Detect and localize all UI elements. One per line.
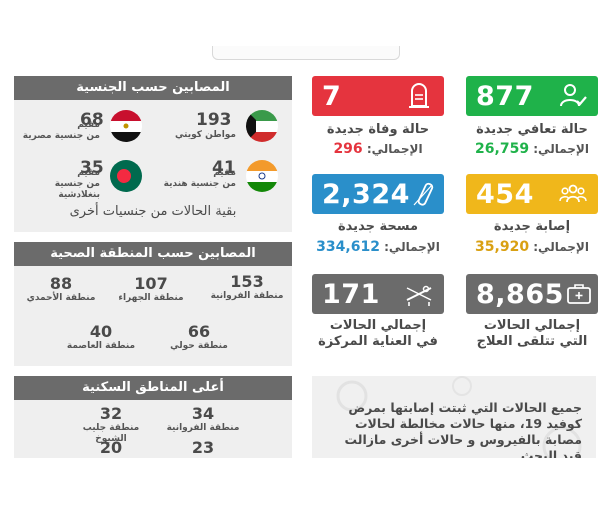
region-ahmadi: 88 منطقة الأحمدي — [16, 274, 106, 304]
deaths-total-label: الإجمالي: — [366, 142, 423, 156]
region-hawalli: 66 منطقة حولي — [154, 322, 244, 352]
region-farwaniya-value: 153 — [230, 272, 264, 291]
icu-value: 171 — [322, 278, 380, 310]
icu-caption-line2: في العناية المركزة — [318, 334, 438, 349]
recovered-caption: حالة تعافي جديدة — [476, 122, 588, 137]
new-cases-value: 454 — [476, 178, 534, 210]
under-treatment-caption: إجمالي الحالات التي تتلقى العلاج — [466, 318, 598, 350]
recovered-total-value: 26,759 — [475, 141, 530, 157]
under-treatment-card: 8,865 — [466, 274, 598, 314]
residential-jleeb-label: منطقة جليب الشيوخ — [82, 423, 140, 444]
new-cases-card: 454 — [466, 174, 598, 214]
kuwait-label: مواطن كويتي — [174, 130, 236, 140]
region-farwaniya: 153 منطقة الفروانية — [202, 272, 292, 302]
deaths-card: 7 — [312, 76, 444, 116]
icu-caption-line1: إجمالي الحالات — [329, 318, 427, 333]
residential-farwaniya-value: 34 — [191, 404, 215, 423]
new-cases-total-label: الإجمالي: — [533, 240, 589, 254]
under-treatment-caption-line1: إجمالي الحالات — [483, 318, 581, 333]
india-label-line1: مقيم — [213, 168, 236, 178]
notice-box: جميع الحالات التي ثبتت إصابتها بمرض كوفي… — [312, 376, 596, 458]
deaths-total-value: 296 — [333, 141, 363, 157]
new-cases-total: الإجمالي: 35,920 — [462, 239, 602, 255]
region-hawalli-label: منطقة حولي — [170, 341, 228, 351]
bangladesh-flag-icon — [110, 160, 142, 192]
residential-jleeb: 32 منطقة جليب الشيوخ — [66, 404, 156, 445]
region-jahra: 107 منطقة الجهراء — [106, 274, 196, 304]
region-hawalli-value: 66 — [187, 322, 211, 341]
top-tab — [212, 46, 400, 60]
region-jahra-value: 107 — [134, 274, 168, 293]
recovered-total: الإجمالي: 26,759 — [462, 141, 602, 157]
residential-farwaniya-label: منطقة الفروانية — [166, 423, 240, 433]
india-label-line2: من جنسية هندية — [163, 179, 236, 189]
residential-item-3: 23 — [158, 438, 248, 457]
swabs-total: الإجمالي: 334,612 — [308, 239, 448, 255]
new-cases-caption: إصابة جديدة — [493, 219, 571, 234]
region-farwaniya-label: منطقة الفروانية — [210, 291, 284, 301]
hospital-bed-icon — [404, 279, 434, 309]
india-value: 41 — [212, 158, 236, 178]
health-region-title: المصابين حسب المنطقة الصحية — [14, 242, 292, 266]
others-note: بقية الحالات من جنسيات أخرى — [69, 204, 237, 219]
under-treatment-caption-line2: التي تتلقى العلاج — [476, 334, 588, 349]
medicine-case-icon — [564, 279, 594, 309]
deaths-total: الإجمالي: 296 — [308, 141, 448, 157]
egypt-label: مقيم من جنسية مصرية — [20, 120, 100, 142]
region-capital-value: 40 — [89, 322, 113, 341]
residential-item-4: 20 — [66, 438, 156, 457]
residential-item-4-value: 20 — [99, 438, 123, 457]
nationality-title: المصابين حسب الجنسية — [14, 76, 292, 100]
bangladesh-label-line2: من جنسية بنغلادشية — [54, 179, 100, 200]
icu-caption: إجمالي الحالات في العناية المركزة — [312, 318, 444, 350]
bangladesh-label-line1: مقيم — [77, 168, 100, 178]
residential-panel: أعلى المناطق السكنية 34 منطقة الفروانية … — [14, 376, 292, 458]
new-cases-total-value: 35,920 — [475, 239, 530, 255]
swab-test-tube-icon — [410, 179, 440, 209]
egypt-label-line1: مقيم — [77, 120, 100, 130]
swabs-caption: مسحة جديدة — [338, 219, 418, 234]
residential-farwaniya: 34 منطقة الفروانية — [158, 404, 248, 434]
recovered-person-check-icon — [558, 81, 588, 111]
virus-pattern-icon — [336, 376, 582, 458]
nationality-panel: المصابين حسب الجنسية 193 مواطن كويتي 68 … — [14, 76, 292, 232]
kuwait-value: 193 — [196, 110, 232, 130]
icu-card: 171 — [312, 274, 444, 314]
egypt-value: 68 — [80, 110, 104, 130]
region-capital-label: منطقة العاصمة — [66, 341, 136, 351]
region-ahmadi-value: 88 — [49, 274, 73, 293]
residential-item-3-value: 23 — [191, 438, 215, 457]
india-flag-icon — [246, 160, 278, 192]
bangladesh-value: 35 — [80, 158, 104, 178]
region-jahra-label: منطقة الجهراء — [118, 293, 184, 303]
gravestone-icon — [404, 81, 434, 111]
bangladesh-label: مقيم من جنسية بنغلادشية — [20, 168, 100, 201]
notice-text: جميع الحالات التي ثبتت إصابتها بمرض كوفي… — [344, 400, 582, 458]
recovered-value: 877 — [476, 80, 534, 112]
group-people-icon — [558, 179, 588, 209]
region-ahmadi-label: منطقة الأحمدي — [26, 293, 96, 303]
swabs-total-label: الإجمالي: — [384, 240, 440, 254]
recovered-card: 877 — [466, 76, 598, 116]
egypt-label-line2: من جنسية مصرية — [22, 131, 100, 141]
residential-title: أعلى المناطق السكنية — [14, 376, 292, 400]
deaths-value: 7 — [322, 80, 342, 112]
health-region-panel: المصابين حسب المنطقة الصحية 153 منطقة ال… — [14, 242, 292, 366]
recovered-total-label: الإجمالي: — [533, 142, 589, 156]
kuwait-flag-icon — [246, 110, 278, 142]
swabs-total-value: 334,612 — [316, 239, 380, 255]
india-label: مقيم من جنسية هندية — [156, 168, 236, 190]
egypt-flag-icon — [110, 110, 142, 142]
under-treatment-value: 8,865 — [476, 278, 564, 310]
swabs-card: 2,324 — [312, 174, 444, 214]
deaths-caption: حالة وفاة جديدة — [326, 122, 430, 137]
region-capital: 40 منطقة العاصمة — [56, 322, 146, 352]
swabs-value: 2,324 — [322, 178, 410, 210]
residential-jleeb-value: 32 — [99, 404, 123, 423]
